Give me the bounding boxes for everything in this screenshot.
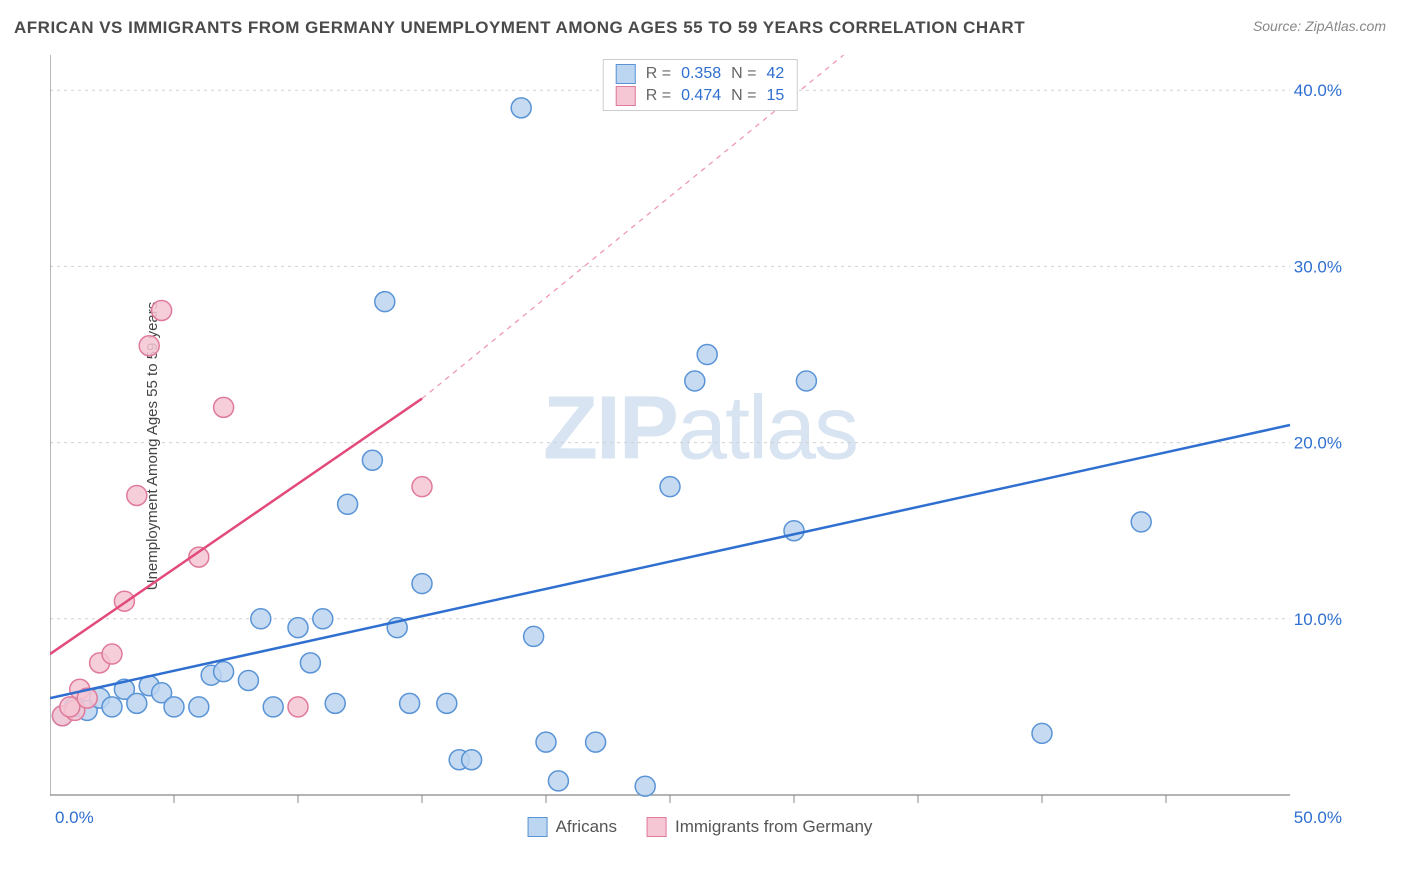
r-value-africans: 0.358 xyxy=(681,65,721,83)
r-label: R = xyxy=(646,87,671,105)
legend-item-africans: Africans xyxy=(528,817,617,837)
chart-svg: 10.0% 20.0% 30.0% 40.0% 0.0% 50.0% xyxy=(50,55,1350,835)
svg-text:40.0%: 40.0% xyxy=(1294,81,1342,100)
r-label: R = xyxy=(646,65,671,83)
n-value-africans: 42 xyxy=(766,65,784,83)
legend-item-germany: Immigrants from Germany xyxy=(647,817,872,837)
svg-text:0.0%: 0.0% xyxy=(55,808,94,827)
n-value-germany: 15 xyxy=(766,87,784,105)
svg-text:50.0%: 50.0% xyxy=(1294,808,1342,827)
chart-plot-area: ZIPatlas 10.0%20.0%30.0%40.0%0.0%50.0% R… xyxy=(50,55,1350,835)
svg-text:30.0%: 30.0% xyxy=(1294,257,1342,276)
svg-text:20.0%: 20.0% xyxy=(1294,434,1342,453)
legend-label-africans: Africans xyxy=(556,817,617,837)
r-value-germany: 0.474 xyxy=(681,87,721,105)
swatch-germany xyxy=(616,86,636,106)
correlation-legend: R = 0.358 N = 42 R = 0.474 N = 15 xyxy=(603,59,798,111)
series-legend: Africans Immigrants from Germany xyxy=(528,817,873,837)
n-label: N = xyxy=(731,87,756,105)
swatch-africans xyxy=(616,64,636,84)
chart-title: AFRICAN VS IMMIGRANTS FROM GERMANY UNEMP… xyxy=(14,18,1025,38)
legend-row-africans: R = 0.358 N = 42 xyxy=(616,64,785,84)
swatch-germany xyxy=(647,817,667,837)
swatch-africans xyxy=(528,817,548,837)
legend-row-germany: R = 0.474 N = 15 xyxy=(616,86,785,106)
legend-label-germany: Immigrants from Germany xyxy=(675,817,872,837)
n-label: N = xyxy=(731,65,756,83)
svg-text:10.0%: 10.0% xyxy=(1294,610,1342,629)
source-label: Source: ZipAtlas.com xyxy=(1253,18,1386,34)
